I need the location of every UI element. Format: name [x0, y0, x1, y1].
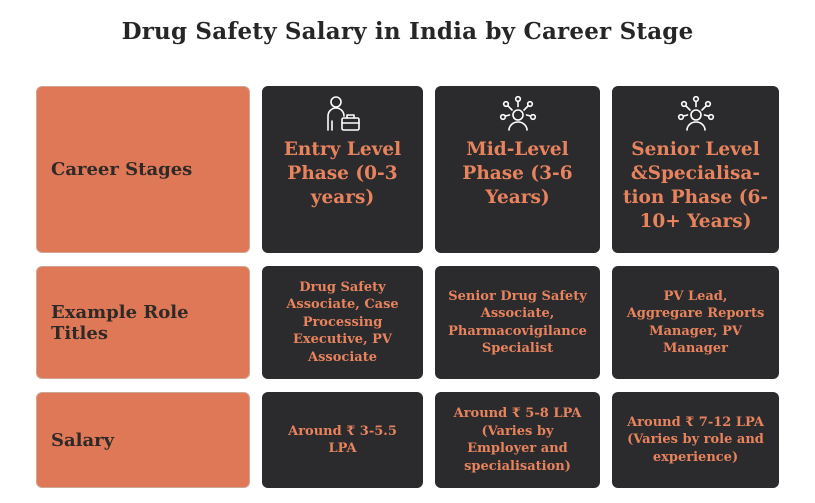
role-text: Senior Drug Safety Associate, Pharmacovi…	[448, 288, 587, 357]
role-cell-entry: Drug Safety Associate, Case Processing E…	[262, 266, 423, 379]
row-label-career-stages: Career Stages	[36, 86, 250, 253]
salary-cell-mid: Around ₹ 5-8 LPA (Varies by Employer and…	[435, 392, 600, 488]
row-label-text: Career Stages	[51, 159, 193, 180]
salary-text: Around ₹ 7-12 LPA (Varies by role and ex…	[627, 414, 764, 465]
salary-text: Around ₹ 5-8 LPA (Varies by Employer and…	[453, 406, 582, 474]
row-label-role-titles: Example Role Titles	[36, 266, 250, 379]
stage-title-mid: Mid-Level Phase (3-6 Years)	[462, 139, 573, 208]
page-title: Drug Safety Salary in India by Career St…	[121, 18, 694, 45]
stage-title-senior: Senior Level &Specialisa-tion Phase (6-1…	[622, 139, 769, 232]
row-label-text: Example Role Titles	[51, 301, 189, 344]
person-briefcase-icon	[323, 94, 363, 134]
stage-card-entry: Entry Level Phase (0-3 years)	[262, 86, 423, 253]
row-label-text: Salary	[51, 429, 115, 451]
role-cell-mid: Senior Drug Safety Associate, Pharmacovi…	[435, 266, 600, 379]
stage-card-mid: Mid-Level Phase (3-6 Years)	[435, 86, 600, 253]
person-network-icon	[498, 94, 538, 134]
salary-cell-entry: Around ₹ 3-5.5 LPA	[262, 392, 423, 488]
role-cell-senior: PV Lead, Aggregare Reports Manager, PV M…	[612, 266, 779, 379]
salary-cell-senior: Around ₹ 7-12 LPA (Varies by role and ex…	[612, 392, 779, 488]
salary-text: Around ₹ 3-5.5 LPA	[288, 423, 397, 457]
person-network-icon	[676, 94, 716, 134]
stage-title-entry: Entry Level Phase (0-3 years)	[283, 139, 402, 208]
row-label-salary: Salary	[36, 392, 250, 488]
role-text: Drug Safety Associate, Case Processing E…	[286, 279, 399, 365]
stage-card-senior: Senior Level &Specialisa-tion Phase (6-1…	[612, 86, 779, 253]
role-text: PV Lead, Aggregare Reports Manager, PV M…	[626, 288, 765, 357]
